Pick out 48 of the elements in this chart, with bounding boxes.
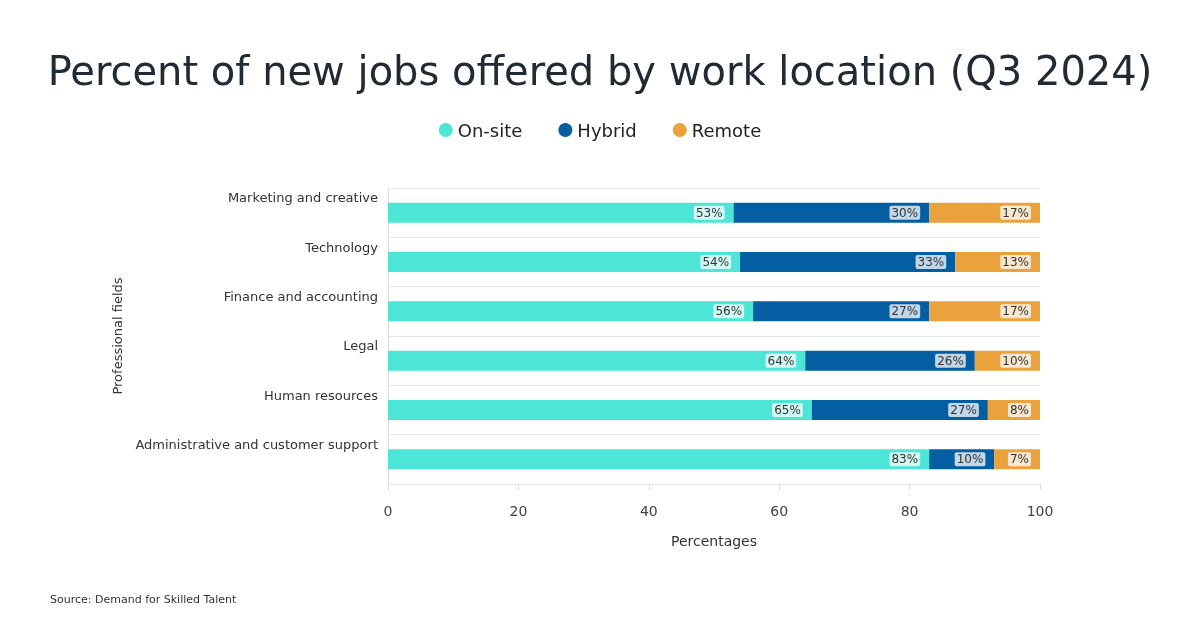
x-tick-label: 0 <box>383 503 393 519</box>
y-tick-label: Technology <box>304 239 379 255</box>
data-label: 7% <box>1009 452 1029 467</box>
bar <box>388 350 806 371</box>
legend-label: On-site <box>457 119 523 141</box>
y-tick-label: Marketing and creative <box>227 190 378 206</box>
bar <box>388 449 930 470</box>
y-tick-label: Finance and accounting <box>223 288 378 304</box>
data-label: 10% <box>956 452 984 467</box>
bar <box>733 202 930 223</box>
source-note: Source: Demand for Skilled Talent <box>50 593 237 606</box>
legend-label: Hybrid <box>577 119 637 141</box>
bar <box>805 350 975 371</box>
data-label: 30% <box>891 205 919 220</box>
data-label: 13% <box>1002 255 1029 269</box>
y-axis-title: Professional fields <box>110 277 126 395</box>
data-label: 27% <box>891 304 919 319</box>
data-label: 56% <box>715 304 743 319</box>
x-tick-label: 40 <box>639 503 658 519</box>
bar <box>388 252 741 272</box>
data-label: 65% <box>774 403 801 417</box>
x-tick-label: 60 <box>770 503 789 519</box>
legend-label: Remote <box>691 119 762 141</box>
bar <box>753 301 930 322</box>
data-label: 10% <box>1002 353 1029 368</box>
y-tick-label: Human resources <box>263 387 379 403</box>
x-tick-label: 100 <box>1026 503 1054 519</box>
bar <box>388 301 754 322</box>
x-tick-label: 20 <box>509 503 528 519</box>
x-tick-label: 80 <box>900 503 919 519</box>
data-label: 53% <box>695 205 723 220</box>
x-axis-title: Percentages <box>670 533 758 549</box>
data-label: 17% <box>1002 205 1029 220</box>
bar <box>388 202 734 223</box>
bar <box>388 400 812 420</box>
data-label: 83% <box>891 452 919 467</box>
data-label: 33% <box>917 255 945 269</box>
data-label: 27% <box>950 403 977 417</box>
data-label: 8% <box>1009 403 1029 417</box>
data-label: 54% <box>702 255 730 269</box>
bar <box>811 400 988 420</box>
bar <box>740 252 956 272</box>
y-tick-label: Administrative and customer support <box>135 436 378 452</box>
y-tick-label: Legal <box>343 338 378 354</box>
data-label: 26% <box>937 353 964 368</box>
data-label: 17% <box>1002 304 1029 319</box>
data-label: 64% <box>767 353 795 368</box>
chart-title: Percent of new jobs offered by work location (Q3 2024) <box>47 48 1153 94</box>
